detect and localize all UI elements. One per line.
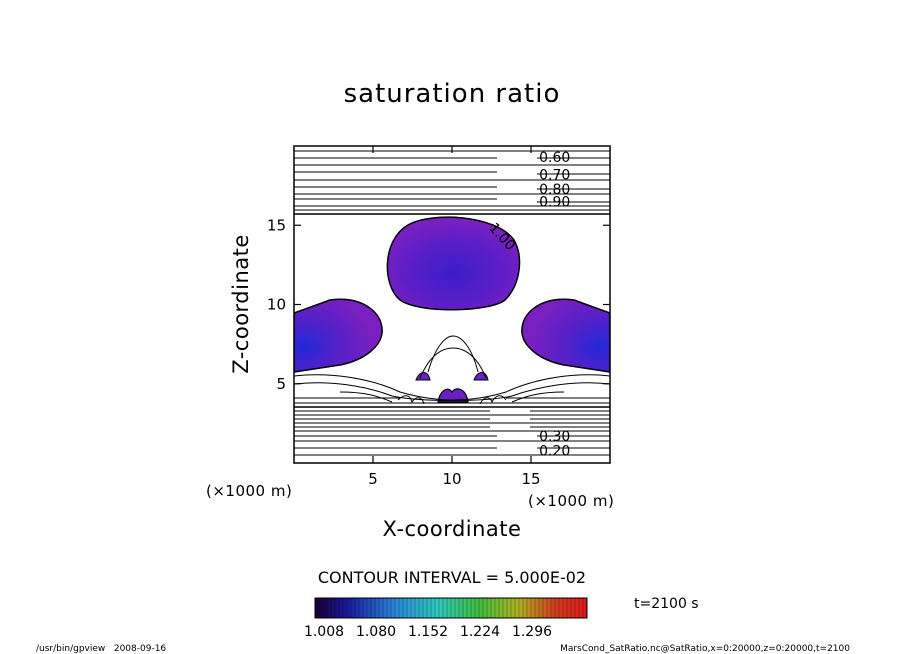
- shaded-region-left-lobe: [294, 298, 383, 373]
- shaded-region-right-lobe: [521, 298, 610, 373]
- x-tick-label: 10: [442, 470, 461, 488]
- chart-title: saturation ratio: [344, 79, 561, 109]
- y-unit-label: (×1000 m): [206, 482, 292, 500]
- colorbar-tick-label: 1.296: [512, 624, 552, 640]
- x-tick-label: 15: [521, 470, 540, 488]
- colorbar-tick-label: 1.008: [304, 624, 344, 640]
- y-axis-label: Z-coordinate: [229, 234, 253, 374]
- shaded-region-lower-small: [437, 388, 469, 403]
- colorbar: 1.008 1.080 1.152 1.224 1.296: [304, 597, 588, 640]
- contour-interval-label: CONTOUR INTERVAL = 5.000E-02: [318, 568, 586, 587]
- contour-lines-middle: [294, 335, 610, 405]
- contour-label: 0.90: [539, 194, 570, 210]
- colorbar-tick-label: 1.080: [356, 624, 396, 640]
- shaded-region-upper-core: [386, 216, 521, 311]
- y-tick-label: 10: [267, 296, 286, 314]
- x-unit-label: (×1000 m): [528, 492, 614, 510]
- contour-label: 0.20: [539, 443, 570, 459]
- contour-label: 0.30: [539, 429, 570, 445]
- plot-area: 0.600.700.800.901.000.300.20: [294, 150, 610, 459]
- contour-lines-top: [294, 150, 610, 215]
- y-tick-label: 15: [267, 216, 286, 234]
- x-axis-label: X-coordinate: [383, 517, 522, 541]
- footer-left: /usr/bin/gpview 2008-09-16: [36, 644, 166, 654]
- colorbar-tick-label: 1.152: [408, 624, 448, 640]
- y-tick-label: 5: [276, 375, 286, 393]
- shaded-region-lower-left-spot: [415, 372, 431, 381]
- footer-right: MarsCond_SatRatio.nc@SatRatio,x=0:20000,…: [560, 644, 850, 654]
- axis-ticks: 5 10 15 5 10 15: [267, 146, 610, 488]
- contour-lines-bottom: [294, 397, 610, 456]
- time-label: t=2100 s: [634, 596, 699, 612]
- contour-label: 0.70: [539, 168, 570, 184]
- contour-label: 0.80: [539, 182, 570, 198]
- shaded-region-lower-right-spot: [473, 372, 489, 381]
- x-tick-label: 5: [368, 470, 378, 488]
- colorbar-tick-label: 1.224: [460, 624, 500, 640]
- contour-label: 0.60: [539, 150, 570, 166]
